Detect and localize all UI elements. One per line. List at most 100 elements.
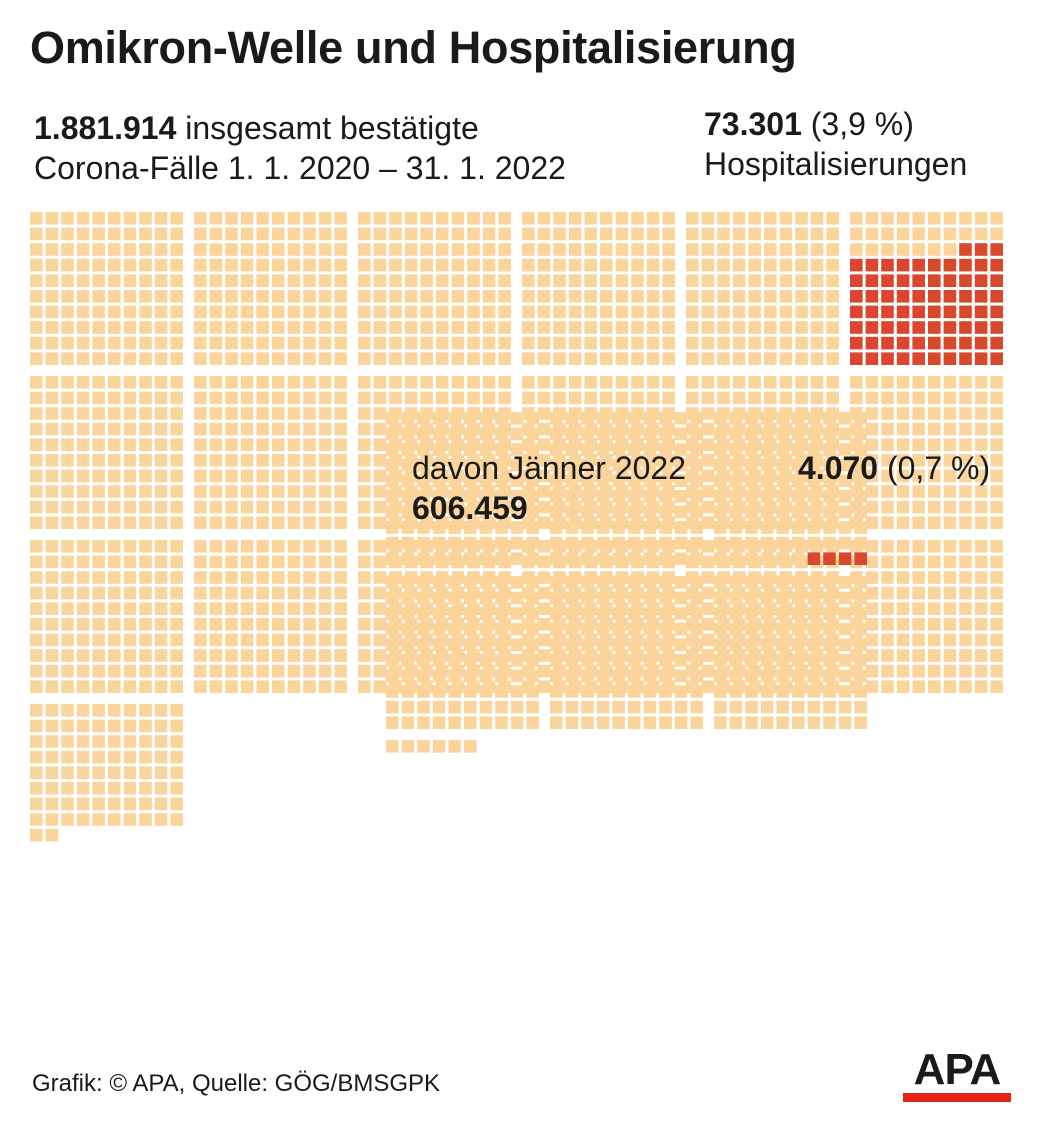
case-square-total-1326 [287, 571, 301, 584]
case-square-total-509 [990, 212, 1003, 225]
case-square-january-486 [643, 700, 657, 714]
case-square-total-389 [662, 336, 675, 350]
case-square-january-62 [417, 505, 430, 519]
hospitalized-square-total-582 [881, 336, 894, 350]
case-square-january-401 [565, 576, 579, 589]
case-square-total-648 [154, 438, 168, 451]
case-square-total-8 [154, 212, 168, 225]
case-square-total-1717 [959, 555, 972, 569]
case-square-total-1207 [139, 540, 152, 553]
case-square-total-668 [154, 469, 168, 483]
case-square-january-531 [729, 622, 743, 636]
case-square-total-777 [303, 485, 316, 498]
case-square-total-200 [358, 212, 371, 225]
case-square-january-439 [690, 622, 703, 636]
case-square-total-670 [30, 485, 43, 498]
case-square-total-850 [358, 454, 371, 467]
case-square-total-783 [240, 500, 254, 514]
case-square-january-442 [581, 638, 594, 651]
case-square-total-297 [467, 352, 480, 365]
case-square-total-190 [194, 352, 207, 365]
case-square-total-477 [795, 321, 808, 334]
case-square-total-1737 [959, 586, 972, 600]
case-square-january-342 [417, 638, 430, 651]
case-square-total-33 [76, 258, 90, 272]
case-square-total-1824 [92, 735, 105, 748]
case-square-january-47 [495, 474, 508, 487]
case-square-january-160 [550, 505, 563, 519]
case-square-total-252 [389, 290, 402, 303]
case-square-total-650 [30, 454, 43, 467]
case-square-total-85 [108, 336, 121, 350]
case-square-january-552 [745, 654, 758, 667]
case-square-january-232 [745, 458, 758, 472]
case-square-january-316 [479, 591, 493, 605]
case-square-total-507 [959, 212, 972, 225]
case-square-total-1736 [943, 586, 957, 600]
case-square-total-498 [810, 352, 824, 365]
case-square-january-182 [581, 536, 594, 550]
case-square-total-1373 [240, 649, 254, 662]
case-square-total-192 [225, 352, 238, 365]
case-square-january-318 [510, 591, 524, 605]
case-square-january-428 [674, 607, 688, 620]
case-square-january-173 [596, 521, 610, 534]
case-square-total-234 [420, 258, 433, 272]
case-square-total-645 [108, 438, 121, 451]
case-square-january-314 [448, 591, 461, 605]
case-square-total-489 [826, 336, 839, 350]
case-square-january-134 [612, 458, 625, 472]
case-square-january-403 [596, 576, 610, 589]
case-square-total-495 [764, 352, 777, 365]
case-square-total-811 [373, 391, 387, 405]
case-square-january-322 [417, 607, 430, 620]
case-square-total-703 [240, 376, 254, 389]
case-square-total-47 [139, 274, 152, 287]
case-square-total-1270 [30, 649, 43, 662]
hospitalized-square-total-559 [990, 290, 1003, 303]
case-square-january-13 [432, 427, 446, 441]
case-square-total-1188 [974, 500, 988, 514]
case-square-total-1792 [881, 680, 894, 693]
case-square-total-673 [76, 485, 90, 498]
case-square-january-267 [823, 505, 836, 519]
case-square-total-1802 [61, 704, 74, 717]
case-square-total-37 [139, 258, 152, 272]
case-square-total-221 [373, 243, 387, 256]
case-square-january-211 [729, 427, 743, 441]
case-square-total-664 [92, 469, 105, 483]
case-square-total-786 [287, 500, 301, 514]
case-square-total-1733 [896, 586, 910, 600]
case-square-total-818 [482, 391, 496, 405]
case-square-total-769 [334, 469, 347, 483]
case-square-total-521 [865, 243, 879, 256]
case-square-january-66 [479, 505, 493, 519]
case-square-total-912 [553, 391, 566, 405]
case-square-january-543 [760, 638, 774, 651]
case-square-total-381 [537, 336, 551, 350]
case-square-total-71 [45, 321, 59, 334]
case-square-january-493 [596, 716, 610, 729]
case-square-total-211 [373, 227, 387, 241]
case-square-january-340 [386, 638, 399, 651]
case-square-january-61 [401, 505, 415, 519]
case-square-total-1187 [959, 500, 972, 514]
case-square-total-748 [318, 438, 332, 451]
case-square-total-1162 [881, 469, 894, 483]
case-square-total-1859 [170, 782, 183, 795]
case-square-january-7 [495, 412, 508, 425]
case-square-total-1853 [76, 782, 90, 795]
case-square-total-812 [389, 391, 402, 405]
case-square-total-1798 [974, 680, 988, 693]
case-square-total-322 [553, 243, 566, 256]
case-square-total-706 [287, 376, 301, 389]
case-square-total-385 [600, 336, 613, 350]
case-square-total-641 [45, 438, 59, 451]
case-square-total-186 [287, 336, 301, 350]
case-square-total-505 [928, 212, 941, 225]
case-square-total-1009 [826, 376, 839, 389]
case-square-total-1005 [764, 376, 777, 389]
case-square-total-1735 [928, 586, 941, 600]
case-square-total-1822 [61, 735, 74, 748]
case-square-total-1763 [896, 633, 910, 647]
